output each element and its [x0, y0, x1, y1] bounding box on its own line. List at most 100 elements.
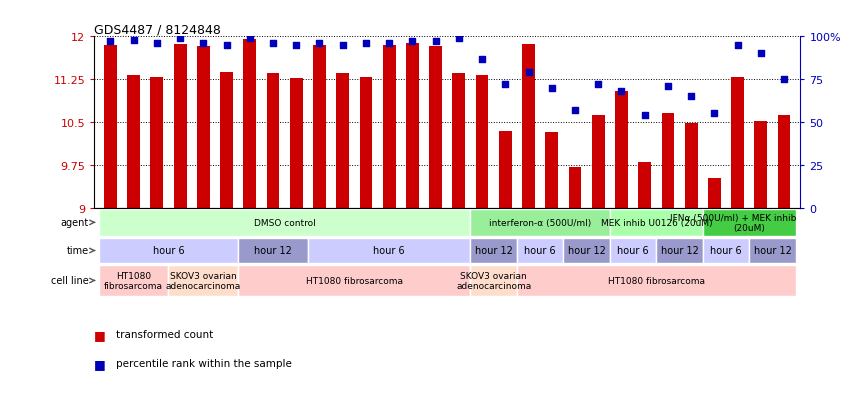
- Text: cell line: cell line: [51, 276, 89, 286]
- FancyBboxPatch shape: [238, 239, 308, 263]
- Bar: [754, 121, 767, 208]
- Point: [777, 76, 791, 83]
- Bar: [615, 91, 627, 208]
- Text: hour 12: hour 12: [753, 246, 792, 256]
- Bar: [731, 78, 744, 208]
- FancyBboxPatch shape: [471, 266, 517, 296]
- Bar: [290, 79, 303, 208]
- Bar: [639, 163, 651, 208]
- Text: hour 12: hour 12: [254, 246, 292, 256]
- Point: [731, 43, 745, 49]
- FancyBboxPatch shape: [471, 209, 609, 236]
- Point: [568, 107, 582, 114]
- Point: [475, 56, 489, 63]
- Text: DMSO control: DMSO control: [253, 218, 316, 227]
- Point: [429, 39, 443, 45]
- FancyBboxPatch shape: [471, 239, 517, 263]
- Bar: [174, 45, 187, 208]
- Text: hour 6: hour 6: [152, 246, 184, 256]
- Bar: [220, 73, 233, 208]
- Text: hour 12: hour 12: [475, 246, 513, 256]
- Text: hour 12: hour 12: [568, 246, 605, 256]
- Text: transformed count: transformed count: [116, 330, 213, 339]
- Text: HT1080
fibrosarcoma: HT1080 fibrosarcoma: [104, 271, 163, 290]
- Point: [127, 37, 140, 44]
- FancyBboxPatch shape: [517, 239, 563, 263]
- Bar: [685, 124, 698, 208]
- Text: hour 6: hour 6: [525, 246, 556, 256]
- Bar: [499, 131, 512, 208]
- FancyBboxPatch shape: [703, 209, 796, 236]
- Text: SKOV3 ovarian
adenocarcinoma: SKOV3 ovarian adenocarcinoma: [166, 271, 241, 290]
- Bar: [476, 76, 489, 208]
- Point: [104, 39, 117, 45]
- Point: [312, 41, 326, 47]
- Bar: [429, 47, 442, 208]
- Bar: [568, 167, 581, 208]
- Text: hour 12: hour 12: [661, 246, 698, 256]
- Point: [406, 39, 419, 45]
- Bar: [708, 178, 721, 208]
- FancyBboxPatch shape: [657, 239, 703, 263]
- Text: IFNα (500U/ml) + MEK inhib U0126
(20uM): IFNα (500U/ml) + MEK inhib U0126 (20uM): [670, 214, 829, 232]
- Bar: [591, 116, 604, 208]
- Text: hour 6: hour 6: [710, 246, 742, 256]
- Point: [336, 43, 349, 49]
- Point: [197, 41, 211, 47]
- Bar: [383, 46, 395, 208]
- Point: [708, 111, 722, 117]
- Bar: [453, 74, 466, 208]
- Text: agent: agent: [61, 218, 89, 228]
- FancyBboxPatch shape: [98, 209, 471, 236]
- FancyBboxPatch shape: [517, 266, 796, 296]
- Point: [661, 83, 675, 90]
- Point: [220, 43, 234, 49]
- Bar: [197, 47, 210, 208]
- Point: [591, 82, 605, 88]
- Text: interferon-α (500U/ml): interferon-α (500U/ml): [489, 218, 591, 227]
- Bar: [313, 46, 326, 208]
- Text: ■: ■: [94, 328, 106, 341]
- Text: hour 6: hour 6: [617, 246, 649, 256]
- Point: [173, 36, 187, 42]
- Text: time: time: [67, 246, 89, 256]
- FancyBboxPatch shape: [703, 239, 749, 263]
- Bar: [151, 78, 163, 208]
- Point: [684, 94, 698, 100]
- Bar: [406, 44, 419, 208]
- Bar: [243, 40, 256, 208]
- Point: [521, 70, 535, 76]
- FancyBboxPatch shape: [308, 239, 471, 263]
- Bar: [522, 45, 535, 208]
- Bar: [267, 74, 279, 208]
- Text: SKOV3 ovarian
adenocarcinoma: SKOV3 ovarian adenocarcinoma: [456, 271, 532, 290]
- Bar: [360, 78, 372, 208]
- Bar: [778, 116, 790, 208]
- Bar: [545, 133, 558, 208]
- Bar: [336, 74, 349, 208]
- Text: percentile rank within the sample: percentile rank within the sample: [116, 358, 291, 368]
- Point: [754, 51, 768, 57]
- Text: HT1080 fibrosarcoma: HT1080 fibrosarcoma: [306, 276, 403, 285]
- Point: [360, 41, 373, 47]
- Text: HT1080 fibrosarcoma: HT1080 fibrosarcoma: [608, 276, 704, 285]
- FancyBboxPatch shape: [609, 239, 657, 263]
- Text: ■: ■: [94, 357, 106, 370]
- Point: [289, 43, 303, 49]
- Bar: [104, 46, 116, 208]
- Point: [545, 85, 559, 92]
- FancyBboxPatch shape: [238, 266, 471, 296]
- Point: [266, 41, 280, 47]
- Bar: [662, 114, 675, 208]
- Point: [243, 36, 257, 42]
- Bar: [128, 76, 140, 208]
- Point: [150, 41, 163, 47]
- Point: [498, 82, 512, 88]
- FancyBboxPatch shape: [609, 209, 703, 236]
- FancyBboxPatch shape: [749, 239, 796, 263]
- Point: [638, 112, 651, 119]
- Point: [383, 41, 396, 47]
- Text: MEK inhib U0126 (20uM): MEK inhib U0126 (20uM): [601, 218, 712, 227]
- FancyBboxPatch shape: [98, 239, 238, 263]
- Text: GDS4487 / 8124848: GDS4487 / 8124848: [94, 23, 221, 36]
